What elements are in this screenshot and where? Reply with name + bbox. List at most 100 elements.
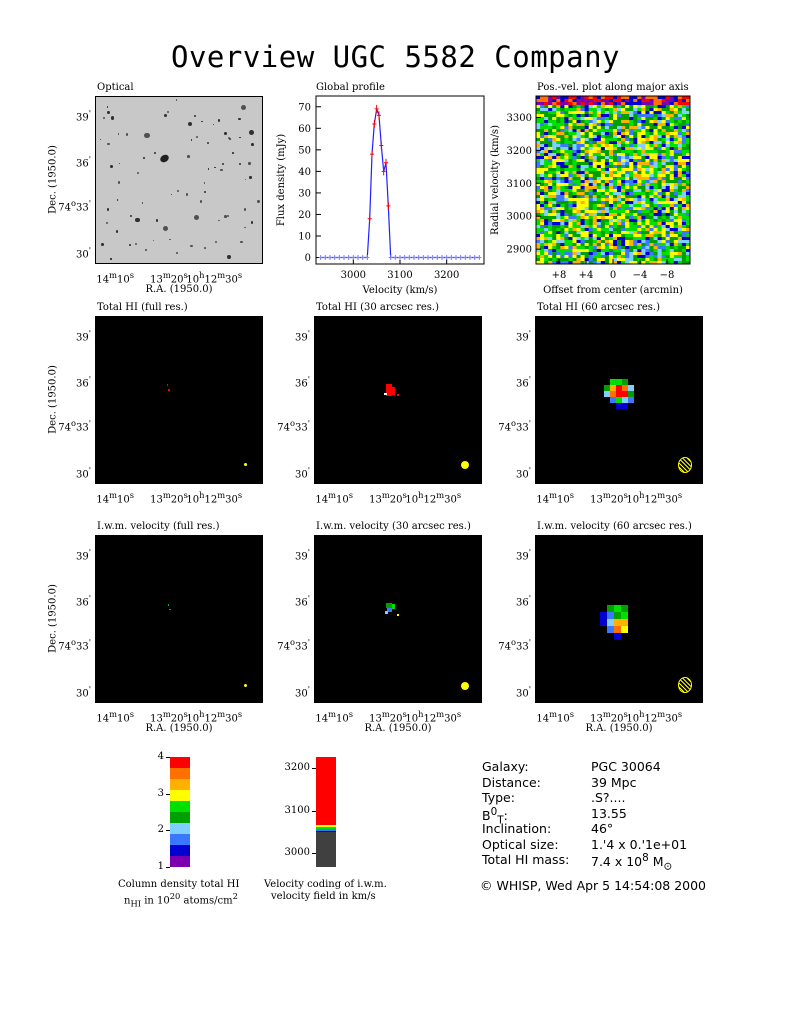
- pv-pixel: [685, 126, 691, 130]
- pv-pixel: [653, 213, 658, 217]
- pv-pixel: [560, 222, 565, 226]
- pv-pixel: [657, 198, 662, 202]
- gp-ytick-label: 30: [298, 188, 311, 199]
- dec-tick-label: 74o33': [58, 197, 91, 213]
- pv-pixel: [673, 147, 679, 151]
- pv-pixel: [621, 210, 626, 214]
- pv-pixel: [669, 171, 675, 175]
- pv-pixel: [633, 138, 638, 142]
- pv-pixel: [625, 138, 630, 142]
- vel-tick-label: 3100: [284, 804, 310, 816]
- pv-pixel: [645, 174, 650, 178]
- pv-pixel: [548, 210, 553, 214]
- pv-pixel: [596, 183, 602, 187]
- pv-pixel: [580, 174, 585, 178]
- pv-pixel: [677, 210, 683, 214]
- pv-pixel: [641, 249, 646, 253]
- pv-pixel: [540, 228, 545, 232]
- pv-pixel: [617, 123, 622, 127]
- dec-tick-label: 36': [75, 373, 91, 390]
- pv-pixel: [588, 213, 594, 217]
- pv-pixel: [560, 207, 565, 211]
- pv-pixel: [592, 255, 598, 259]
- pv-pixel: [548, 213, 553, 217]
- pv-pixel: [536, 144, 541, 148]
- pv-pixel: [617, 144, 622, 148]
- pv-pixel: [621, 204, 626, 208]
- pv-pixel: [548, 225, 553, 229]
- pv-pixel: [552, 180, 557, 184]
- pv-pixel: [584, 174, 589, 178]
- pv-pixel: [580, 159, 585, 163]
- pv-pixel: [665, 162, 671, 166]
- pv-pixel: [661, 231, 666, 235]
- gp-ylabel: Flux density (mJy): [276, 134, 287, 226]
- pv-pixel: [576, 228, 581, 232]
- pv-pixel: [685, 174, 691, 178]
- pv-pixel: [641, 177, 646, 181]
- pv-pixel: [556, 231, 561, 235]
- pv-ylabel: Radial velocity (km/s): [490, 125, 501, 235]
- star: [152, 240, 154, 242]
- pv-pixel: [617, 234, 622, 238]
- pv-pixel: [673, 183, 679, 187]
- pv-pixel: [596, 213, 602, 217]
- pv-pixel: [681, 120, 687, 124]
- pv-pixel: [645, 111, 650, 115]
- pv-pixel: [661, 258, 666, 262]
- pv-pixel: [665, 213, 671, 217]
- star: [106, 222, 109, 225]
- pv-pixel: [649, 135, 654, 139]
- pv-pixel: [665, 249, 671, 253]
- pv-pixel: [629, 216, 634, 220]
- pv-pixel: [661, 201, 666, 205]
- pv-pixel: [613, 243, 618, 247]
- pv-pixel: [641, 162, 646, 166]
- pv-pixel: [552, 246, 557, 250]
- pv-pixel: [544, 135, 549, 139]
- pv-pixel: [564, 219, 569, 223]
- pv-pixel: [600, 174, 606, 178]
- pv-pixel: [560, 129, 565, 133]
- pv-pixel: [633, 177, 638, 181]
- pv-pixel: [641, 165, 646, 169]
- pv-pixel: [633, 108, 638, 112]
- dec-tick-label: 30': [515, 683, 531, 699]
- pv-pixel: [564, 222, 569, 226]
- pv-pixel: [641, 168, 646, 172]
- pv-pixel: [649, 162, 654, 166]
- pv-pixel: [661, 117, 666, 121]
- pv-pixel: [629, 126, 634, 130]
- pv-pixel: [677, 237, 683, 241]
- pv-pixel: [576, 153, 581, 157]
- pv-pixel: [633, 156, 638, 160]
- pv-pixel: [641, 138, 646, 142]
- pv-pixel: [637, 231, 642, 235]
- pv-pixel: [576, 165, 581, 169]
- pv-pixel: [637, 255, 642, 259]
- star: [228, 137, 231, 140]
- pv-pixel: [600, 222, 606, 226]
- pv-pixel: [617, 219, 622, 223]
- pv-pixel: [608, 171, 614, 175]
- pv-pixel: [669, 189, 675, 193]
- pv-pixel: [653, 102, 658, 106]
- pv-pixel: [592, 141, 598, 145]
- pv-pixel: [641, 183, 646, 187]
- pv-pixel: [552, 231, 557, 235]
- pv-pixel: [641, 171, 646, 175]
- pv-pixel: [564, 120, 569, 124]
- pv-pixel: [572, 186, 577, 190]
- pv-pixel: [673, 216, 679, 220]
- pv-pixel: [665, 183, 671, 187]
- gp-ytick-label: 20: [298, 210, 311, 221]
- pv-pixel: [669, 102, 675, 106]
- pv-pixel: [653, 177, 658, 181]
- pv-pixel: [677, 117, 683, 121]
- pv-pixel: [572, 204, 577, 208]
- star: [128, 244, 131, 247]
- pv-pixel: [681, 213, 687, 217]
- pv-pixel: [568, 183, 573, 187]
- pv-pixel: [653, 108, 658, 112]
- pv-pixel: [653, 120, 658, 124]
